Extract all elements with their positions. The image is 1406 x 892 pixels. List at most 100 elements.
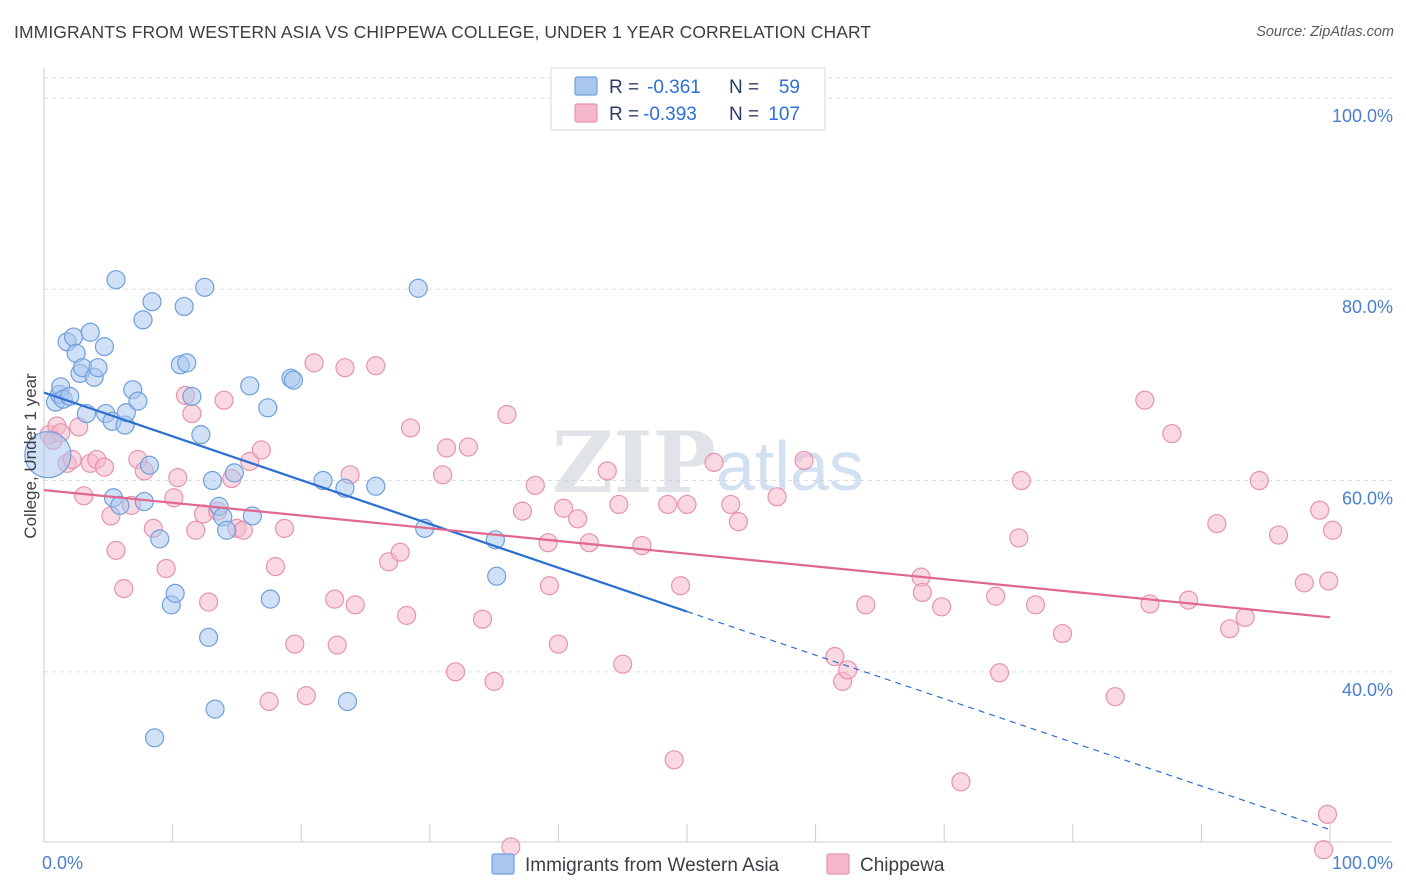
data-point xyxy=(168,468,188,488)
data-point xyxy=(472,609,493,629)
y-tick-label: 80.0% xyxy=(1342,297,1393,317)
data-point xyxy=(304,353,324,373)
series-legend-swatch-chippewa xyxy=(826,853,850,875)
data-point xyxy=(825,646,845,667)
data-point xyxy=(177,353,197,373)
data-point xyxy=(106,270,126,290)
data-point xyxy=(1162,424,1182,444)
data-point xyxy=(1294,573,1314,593)
data-point xyxy=(433,465,453,485)
data-point xyxy=(1322,520,1343,540)
data-point xyxy=(366,356,386,376)
data-point xyxy=(512,501,532,521)
chart-title: IMMIGRANTS FROM WESTERN ASIA VS CHIPPEWA… xyxy=(14,22,872,42)
data-point xyxy=(156,558,176,579)
data-point xyxy=(202,470,223,491)
data-point xyxy=(24,431,72,479)
y-tick-label: 40.0% xyxy=(1342,680,1393,700)
data-point xyxy=(94,337,115,357)
legend-swatch-chippewa xyxy=(574,103,598,123)
y-tick-label: 60.0% xyxy=(1342,489,1393,509)
trend-lines xyxy=(43,391,1331,831)
data-point xyxy=(142,292,162,312)
watermark: ZIP atlas xyxy=(552,413,864,512)
data-point xyxy=(258,398,278,418)
source-label: Source: ZipAtlas.com xyxy=(1256,24,1394,40)
data-point xyxy=(88,358,108,378)
trend-line-chippewa xyxy=(43,489,1331,619)
data-point xyxy=(240,376,260,396)
data-point xyxy=(539,576,559,596)
chippewa-points xyxy=(39,353,1343,860)
data-point xyxy=(251,440,271,460)
trend-line-western-asia xyxy=(43,391,688,613)
data-point xyxy=(1052,623,1073,644)
data-point xyxy=(986,586,1006,606)
data-point xyxy=(1105,687,1125,707)
data-point xyxy=(345,595,365,615)
data-point xyxy=(487,566,507,586)
data-point xyxy=(1319,571,1339,591)
data-point xyxy=(139,455,160,475)
data-point xyxy=(174,296,194,317)
data-point xyxy=(1135,390,1155,410)
data-point xyxy=(63,327,84,347)
data-point xyxy=(1313,840,1334,860)
data-point xyxy=(150,529,170,549)
data-point xyxy=(408,278,428,298)
data-point xyxy=(186,520,206,540)
data-point xyxy=(133,310,153,330)
data-point xyxy=(182,403,202,424)
data-point xyxy=(1310,500,1330,520)
legend-r-label: R = xyxy=(609,104,639,125)
data-point xyxy=(497,404,517,425)
data-point xyxy=(609,494,629,515)
data-point xyxy=(632,535,652,556)
data-point xyxy=(283,370,304,390)
data-point xyxy=(1235,607,1255,627)
data-point xyxy=(548,634,569,654)
legend-r-value: -0.393 xyxy=(643,104,697,125)
data-point xyxy=(1178,590,1199,610)
data-point xyxy=(445,662,466,682)
correlation-legend: R = -0.361 N = 59 R = -0.393 N = 107 xyxy=(550,67,826,131)
data-point xyxy=(501,837,521,857)
data-point xyxy=(932,597,952,617)
data-point xyxy=(658,494,678,515)
data-point xyxy=(397,605,417,625)
data-point xyxy=(951,772,971,792)
data-point xyxy=(912,582,932,603)
data-point xyxy=(199,627,219,647)
data-point xyxy=(670,576,691,596)
data-point xyxy=(721,494,741,515)
watermark-atlas: atlas xyxy=(716,427,864,505)
data-point xyxy=(240,451,260,471)
series-legend-swatch-western-asia xyxy=(491,853,515,875)
data-point xyxy=(1220,619,1240,639)
data-point xyxy=(1249,470,1269,491)
data-point xyxy=(265,557,286,577)
data-point xyxy=(94,457,115,477)
data-point xyxy=(224,463,244,483)
data-point xyxy=(214,390,234,410)
data-point xyxy=(182,386,202,406)
data-point xyxy=(767,487,787,507)
legend-n-value: 107 xyxy=(768,104,800,125)
legend-n-label: N = xyxy=(729,77,759,98)
series-legend-label-western-asia: Immigrants from Western Asia xyxy=(525,855,780,876)
legend-r-label: R = xyxy=(609,77,639,98)
data-point xyxy=(1140,594,1160,614)
data-point xyxy=(1009,528,1029,548)
data-point xyxy=(553,498,574,518)
data-point xyxy=(538,533,558,553)
x-tick-label-max: 100.0% xyxy=(1332,853,1393,873)
data-point xyxy=(144,728,165,748)
data-point xyxy=(259,691,279,712)
data-point xyxy=(205,699,225,719)
data-point xyxy=(613,654,633,674)
data-point xyxy=(677,494,697,515)
data-point xyxy=(335,358,355,378)
data-point xyxy=(114,579,134,599)
legend-r-value: -0.361 xyxy=(647,77,701,98)
legend-n-value: 59 xyxy=(779,77,800,98)
